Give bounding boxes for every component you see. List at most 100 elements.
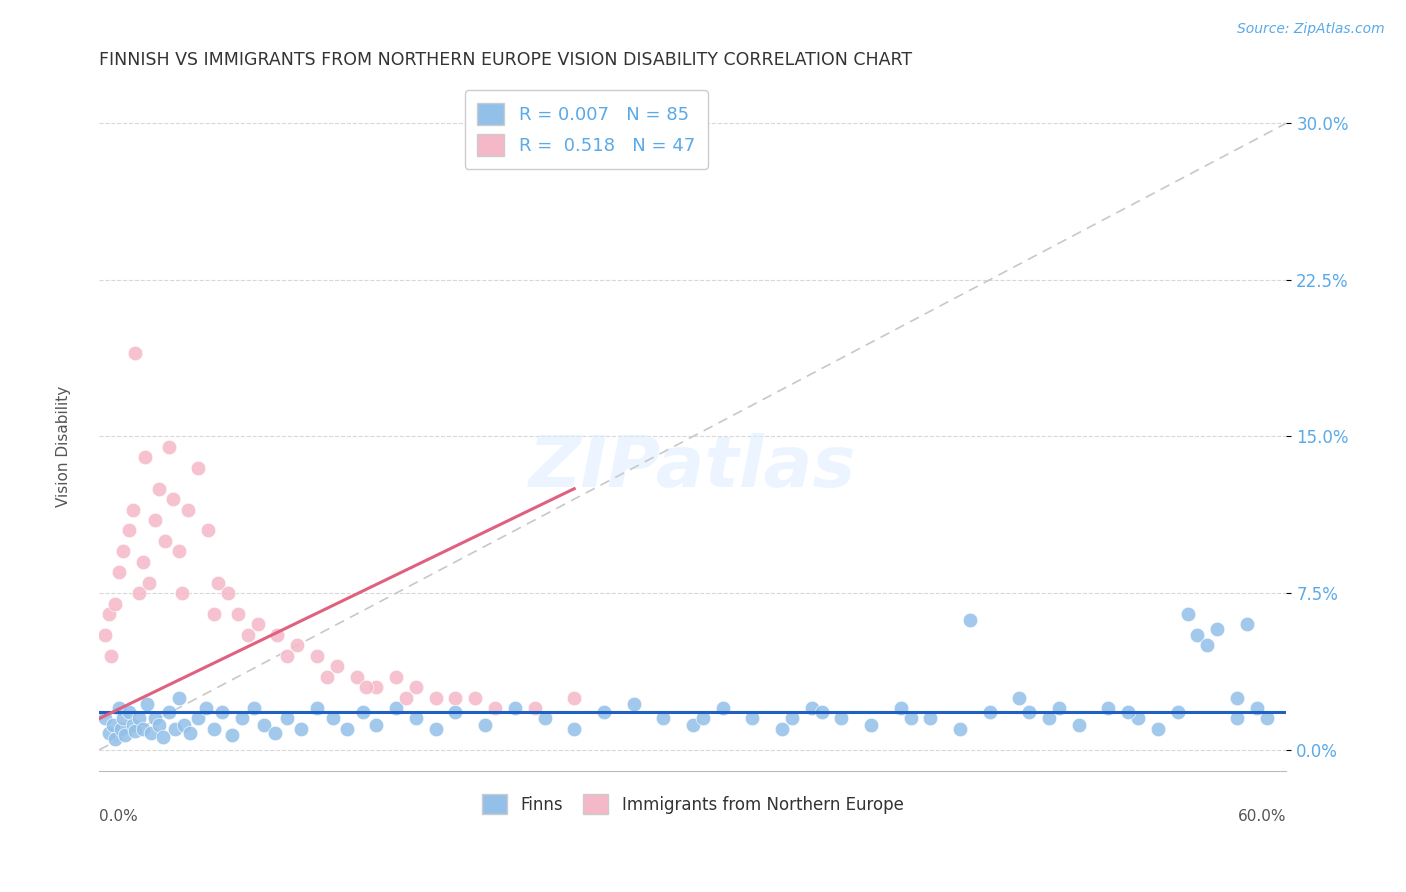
Point	[533, 711, 555, 725]
Point	[179, 726, 201, 740]
Point	[157, 440, 180, 454]
Text: ZIPatlas: ZIPatlas	[529, 433, 856, 502]
Point	[1147, 722, 1170, 736]
Point	[98, 607, 121, 621]
Point	[1008, 690, 1031, 705]
Point	[484, 701, 506, 715]
Point	[692, 711, 714, 725]
Point	[236, 628, 259, 642]
Point	[114, 728, 136, 742]
Point	[108, 701, 131, 715]
Point	[900, 711, 922, 725]
Point	[173, 717, 195, 731]
Point	[195, 701, 218, 715]
Point	[148, 717, 170, 731]
Point	[134, 450, 156, 465]
Point	[652, 711, 675, 725]
Point	[1246, 701, 1268, 715]
Point	[1047, 701, 1070, 715]
Point	[385, 701, 408, 715]
Point	[780, 711, 803, 725]
Point	[266, 628, 288, 642]
Point	[124, 724, 146, 739]
Point	[172, 586, 194, 600]
Point	[322, 711, 344, 725]
Point	[1097, 701, 1119, 715]
Point	[103, 717, 125, 731]
Point	[104, 732, 127, 747]
Point	[366, 680, 388, 694]
Point	[810, 705, 832, 719]
Point	[830, 711, 852, 725]
Point	[135, 697, 157, 711]
Point	[143, 711, 166, 725]
Point	[523, 701, 546, 715]
Point	[177, 502, 200, 516]
Point	[197, 524, 219, 538]
Point	[464, 690, 486, 705]
Point	[94, 628, 117, 642]
Point	[231, 711, 253, 725]
Point	[305, 648, 328, 663]
Point	[385, 670, 408, 684]
Point	[112, 544, 135, 558]
Point	[122, 502, 145, 516]
Point	[890, 701, 912, 715]
Point	[1116, 705, 1139, 719]
Point	[202, 607, 225, 621]
Point	[356, 680, 378, 694]
Point	[346, 670, 368, 684]
Point	[405, 680, 427, 694]
Point	[979, 705, 1001, 719]
Text: FINNISH VS IMMIGRANTS FROM NORTHERN EUROPE VISION DISABILITY CORRELATION CHART: FINNISH VS IMMIGRANTS FROM NORTHERN EURO…	[100, 51, 912, 69]
Point	[108, 566, 131, 580]
Point	[217, 586, 239, 600]
Point	[226, 607, 249, 621]
Point	[242, 701, 264, 715]
Point	[326, 659, 349, 673]
Point	[98, 726, 121, 740]
Point	[128, 586, 150, 600]
Point	[593, 705, 616, 719]
Point	[264, 726, 287, 740]
Point	[138, 575, 160, 590]
Point	[366, 717, 388, 731]
Point	[1206, 622, 1229, 636]
Text: 0.0%: 0.0%	[100, 809, 138, 823]
Point	[221, 728, 243, 742]
Point	[770, 722, 793, 736]
Point	[959, 613, 981, 627]
Point	[139, 726, 162, 740]
Point	[122, 717, 145, 731]
Point	[800, 701, 823, 715]
Point	[143, 513, 166, 527]
Legend: Finns, Immigrants from Northern Europe: Finns, Immigrants from Northern Europe	[475, 788, 910, 821]
Point	[1187, 628, 1209, 642]
Text: Vision Disability: Vision Disability	[56, 385, 70, 507]
Point	[305, 701, 328, 715]
Point	[336, 722, 359, 736]
Point	[207, 575, 229, 590]
Point	[425, 690, 447, 705]
Point	[1177, 607, 1199, 621]
Point	[118, 705, 141, 719]
Point	[276, 648, 298, 663]
Point	[425, 722, 447, 736]
Point	[1197, 639, 1219, 653]
Point	[1067, 717, 1090, 731]
Point	[157, 705, 180, 719]
Point	[152, 731, 174, 745]
Point	[163, 722, 186, 736]
Point	[1038, 711, 1060, 725]
Point	[562, 690, 585, 705]
Point	[741, 711, 763, 725]
Point	[1018, 705, 1040, 719]
Point	[395, 690, 418, 705]
Point	[112, 711, 135, 725]
Text: 60.0%: 60.0%	[1237, 809, 1286, 823]
Point	[187, 711, 209, 725]
Point	[124, 346, 146, 360]
Point	[920, 711, 942, 725]
Point	[187, 460, 209, 475]
Point	[132, 722, 155, 736]
